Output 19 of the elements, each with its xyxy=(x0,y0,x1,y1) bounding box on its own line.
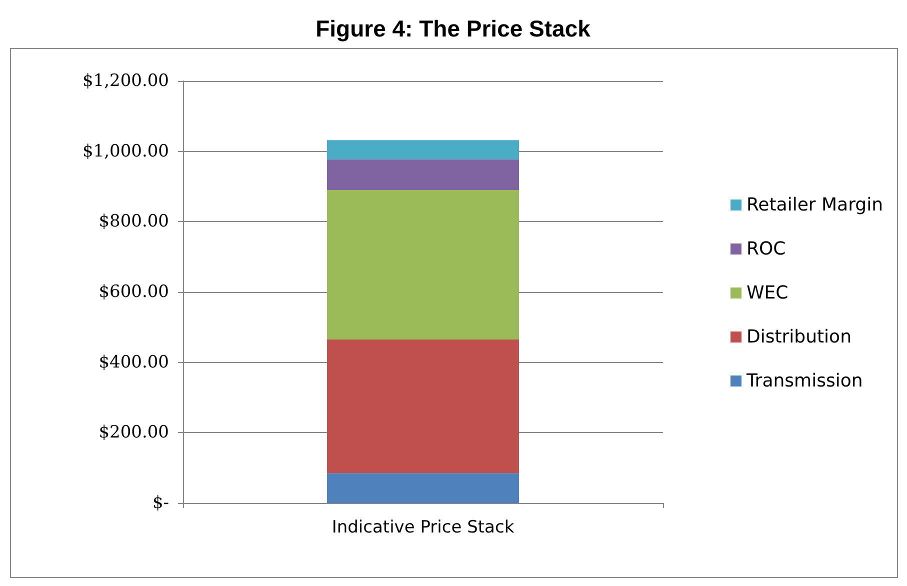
bar xyxy=(327,190,519,340)
bar xyxy=(327,339,519,474)
legend-label: Transmission xyxy=(745,370,863,392)
y-tick-label: $800.00 xyxy=(98,212,169,232)
y-tick-label: $1,200.00 xyxy=(82,71,169,91)
legend-label: Retailer Margin xyxy=(746,194,884,216)
y-tick-label: $- xyxy=(152,493,169,513)
x-tick-label: Indicative Price Stack xyxy=(332,518,514,538)
legend-label: Distribution xyxy=(746,326,852,348)
bar xyxy=(327,159,519,190)
y-tick-label: $200.00 xyxy=(98,422,169,443)
legend-label: WEC xyxy=(746,282,788,304)
chart-title: Figure 4: The Price Stack xyxy=(316,16,591,42)
bar xyxy=(327,140,519,160)
y-tick-label: $1,000.00 xyxy=(82,141,169,162)
bar xyxy=(327,473,519,503)
y-tick-label: $600.00 xyxy=(98,282,169,302)
y-tick-label: $400.00 xyxy=(98,352,169,372)
legend-label: ROC xyxy=(746,238,786,260)
